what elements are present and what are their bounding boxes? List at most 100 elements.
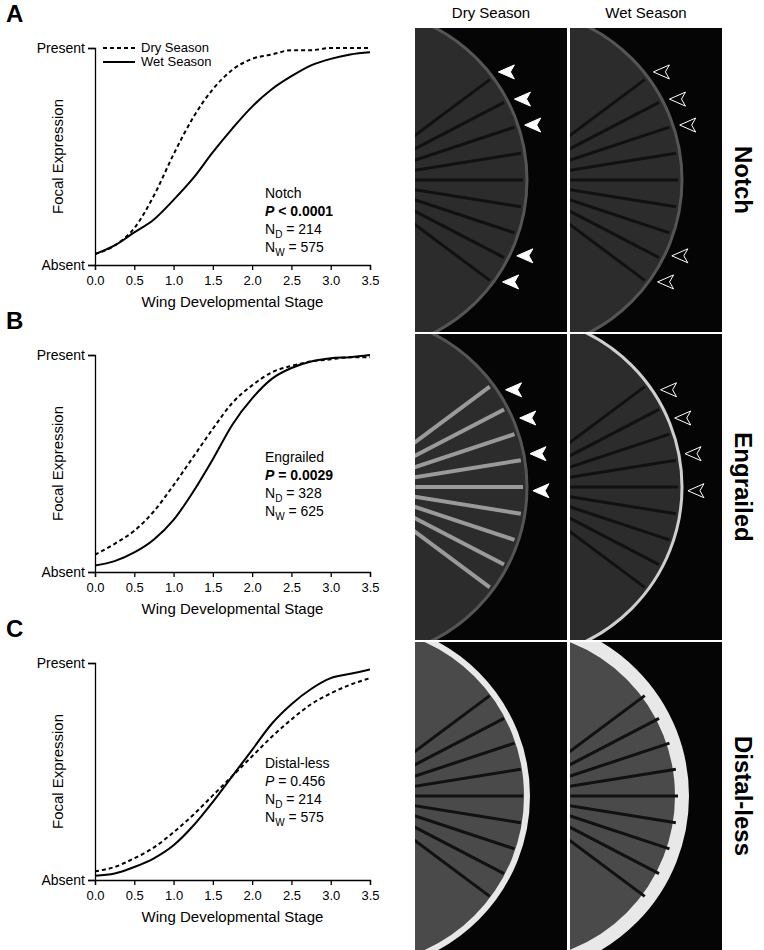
arrowhead bbox=[525, 118, 541, 132]
tick-label: 3.0 bbox=[322, 580, 340, 595]
tick-label: 3.5 bbox=[361, 888, 379, 903]
tick: 1.5 bbox=[204, 880, 222, 903]
tick-mark bbox=[370, 265, 371, 270]
micrograph bbox=[415, 642, 567, 950]
tick-mark bbox=[291, 880, 292, 885]
tick: Present bbox=[37, 40, 95, 56]
wing-tissue bbox=[570, 28, 682, 332]
axis-line bbox=[88, 356, 96, 573]
tick-mark bbox=[370, 572, 371, 577]
wing-vein bbox=[570, 199, 669, 233]
micrograph bbox=[570, 642, 722, 950]
wing-vein bbox=[570, 696, 645, 760]
tick-label: 2.5 bbox=[283, 580, 301, 595]
tick: 3.0 bbox=[322, 572, 340, 595]
wing-tissue bbox=[415, 28, 527, 332]
annotation: P = 0.0029 bbox=[265, 467, 333, 483]
arrowhead bbox=[498, 65, 514, 79]
tick-label: 1.5 bbox=[204, 273, 222, 288]
plot-lines bbox=[95, 670, 370, 876]
wing-vein bbox=[570, 486, 678, 489]
wing-vein bbox=[415, 199, 514, 233]
arrowhead bbox=[669, 92, 685, 106]
tick-label: 0.5 bbox=[126, 580, 144, 595]
tick: 1.0 bbox=[165, 572, 183, 595]
row-label: Notch bbox=[730, 146, 757, 214]
y-axis: Absent Present bbox=[37, 40, 96, 273]
figure: A0.00.51.01.52.02.53.03.5AbsentPresentWi… bbox=[0, 0, 764, 950]
tick: 2.0 bbox=[244, 880, 262, 903]
legend-label: Dry Season bbox=[141, 40, 209, 55]
series-line bbox=[95, 52, 370, 254]
tick-mark bbox=[291, 572, 292, 577]
series-line bbox=[95, 670, 370, 876]
tick-label: 1.5 bbox=[204, 888, 222, 903]
panel-letter: A bbox=[6, 0, 23, 27]
annotation: Engrailed bbox=[265, 449, 324, 465]
x-axis: 0.00.51.01.52.02.53.03.5 bbox=[86, 265, 379, 288]
x-axis: 0.00.51.01.52.02.53.03.5 bbox=[86, 880, 379, 903]
micrograph bbox=[570, 28, 722, 332]
wing-vein bbox=[415, 815, 514, 849]
tick-mark bbox=[173, 572, 174, 577]
axis-line bbox=[96, 266, 371, 271]
tick-mark bbox=[88, 48, 95, 49]
tick-label: 1.0 bbox=[165, 580, 183, 595]
tick-label: Absent bbox=[41, 564, 85, 580]
tick: 0.5 bbox=[126, 572, 144, 595]
wing-vein bbox=[570, 460, 676, 477]
annotation: NW = 625 bbox=[265, 503, 324, 522]
tick-mark bbox=[213, 265, 214, 270]
arrowhead bbox=[680, 118, 696, 132]
tick-mark bbox=[252, 880, 253, 885]
row-label: Distal-less bbox=[730, 736, 757, 856]
wing-vein bbox=[415, 153, 521, 170]
tick-mark bbox=[331, 572, 332, 577]
y-axis-title: Focal Expression bbox=[49, 714, 66, 829]
annotation: NW = 575 bbox=[265, 239, 324, 258]
chart: B0.00.51.01.52.02.53.03.5AbsentPresentWi… bbox=[6, 307, 380, 617]
y-axis: AbsentPresent bbox=[37, 655, 96, 888]
wing-vein bbox=[570, 216, 645, 280]
tick-mark bbox=[370, 880, 371, 885]
tick: 0.0 bbox=[86, 265, 104, 288]
tick-label: 2.0 bbox=[244, 580, 262, 595]
tick-label: 2.5 bbox=[283, 273, 301, 288]
wing-vein bbox=[415, 696, 490, 760]
tick: Absent bbox=[41, 564, 95, 580]
tick-label: 0.5 bbox=[126, 888, 144, 903]
wing-vein bbox=[570, 815, 669, 849]
tick: 3.5 bbox=[361, 880, 379, 903]
tick: Present bbox=[37, 655, 95, 671]
annotation: Notch bbox=[265, 185, 302, 201]
image-panels: Dry SeasonWet SeasonNotchEngrailedDistal… bbox=[183, 4, 757, 950]
annotation: ND = 214 bbox=[265, 791, 322, 810]
row-label: Engrailed bbox=[730, 432, 757, 541]
tick: 2.5 bbox=[283, 265, 301, 288]
arrowhead bbox=[672, 249, 688, 263]
wing-vein bbox=[570, 506, 669, 540]
arrowhead bbox=[688, 484, 704, 498]
arrowhead bbox=[685, 447, 701, 461]
tick: 1.5 bbox=[204, 265, 222, 288]
axis-line bbox=[96, 881, 371, 886]
arrowhead bbox=[675, 411, 691, 425]
tick-mark bbox=[252, 265, 253, 270]
wing-vein bbox=[570, 153, 676, 170]
annotation: P < 0.0001 bbox=[265, 203, 333, 219]
tick-label: Absent bbox=[41, 257, 85, 273]
wing-vein bbox=[570, 795, 678, 798]
tick-label: Present bbox=[37, 40, 85, 56]
tick-mark bbox=[331, 880, 332, 885]
tick-label: 2.0 bbox=[244, 273, 262, 288]
annotation: P = 0.456 bbox=[265, 773, 326, 789]
tick-label: 1.5 bbox=[204, 580, 222, 595]
tick: 2.0 bbox=[244, 572, 262, 595]
tick-label: 0.0 bbox=[86, 580, 104, 595]
tick: 2.5 bbox=[283, 572, 301, 595]
series-line bbox=[95, 355, 370, 565]
arrowhead bbox=[530, 447, 546, 461]
wing-vein bbox=[415, 216, 490, 280]
annotation: ND = 328 bbox=[265, 485, 322, 504]
plot-lines bbox=[95, 48, 370, 254]
